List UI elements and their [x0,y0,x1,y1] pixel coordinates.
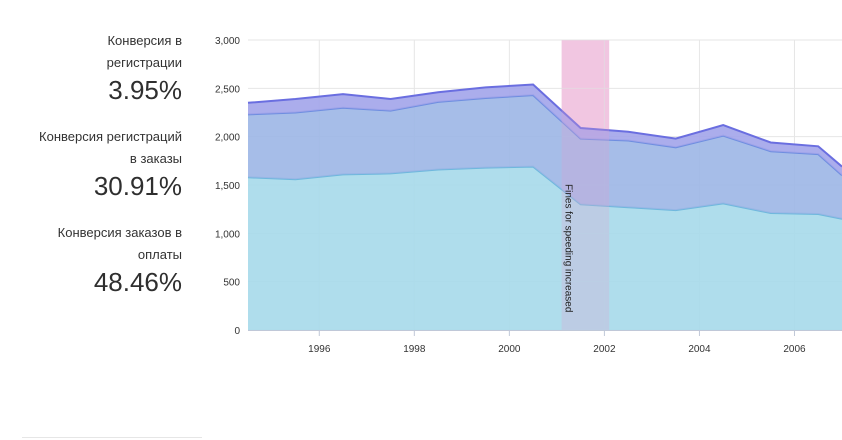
kpi-panel: Конверсия в регистрации 3.95% Конверсия … [0,30,182,318]
y-tick-label: 3,000 [215,36,240,47]
x-tick-label: 2002 [593,344,616,355]
x-tick-label: 1998 [403,344,426,355]
kpi-value: 48.46% [93,267,182,297]
series-line-3 [247,83,842,168]
kpi-registration-conversion: Конверсия в регистрации 3.95% [0,30,182,106]
y-tick-label: 2,000 [215,133,240,144]
y-tick-label: 1,500 [215,181,240,192]
series-area-3 [248,84,842,176]
kpi-label: Конверсия в [107,33,182,48]
divider [22,437,202,438]
chart-svg: Fines for speeding increased 0 500 1,000 1,5… [215,36,842,355]
kpi-order-conversion: Конверсия регистраций в заказы 30.91% [0,126,182,202]
x-tick-label: 1996 [308,344,331,355]
y-tick-label: 2,500 [215,84,240,95]
x-tick-label: 2006 [783,344,806,355]
series-area-1 [248,166,842,330]
y-tick-label: 500 [223,278,240,289]
kpi-label: Конверсия регистраций [39,129,182,144]
kpi-value: 3.95% [108,75,182,105]
y-tick-label: 1,000 [215,229,240,240]
kpi-label: в заказы [129,151,182,166]
plot-band-overlay [561,40,610,330]
plot-band-label: Fines for speeding increased [563,184,574,312]
y-tick-label: 0 [234,326,240,337]
series-line-2 [247,94,842,177]
kpi-label: Конверсия заказов в [57,225,182,240]
area-chart: Fines for speeding increased 0 500 1,000 1,5… [200,0,842,370]
kpi-label: регистрации [106,55,182,70]
kpi-label: оплаты [137,247,182,262]
x-tick-label: 2000 [498,344,521,355]
kpi-value: 30.91% [93,171,182,201]
x-tick-label: 2004 [688,344,711,355]
series-area-2 [248,95,842,219]
kpi-payment-conversion: Конверсия заказов в оплаты 48.46% [0,222,182,298]
